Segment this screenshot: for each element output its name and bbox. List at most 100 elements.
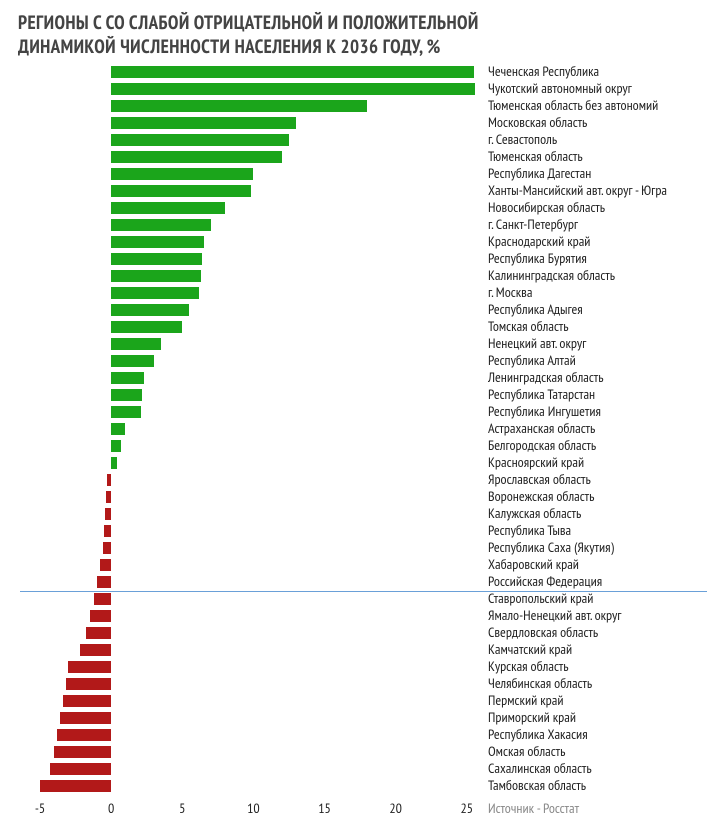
bar — [111, 202, 225, 214]
bar — [111, 253, 202, 265]
bar — [111, 321, 182, 333]
bar — [103, 542, 112, 554]
chart-row: г. Москва — [20, 285, 707, 302]
chart-row: Республика Ингушетия — [20, 404, 707, 421]
bar — [60, 712, 111, 724]
chart-row: г. Севастополь — [20, 132, 707, 149]
chart-row: Ненецкий авт. округ — [20, 336, 707, 353]
row-label: Пермский край — [488, 693, 563, 707]
row-label: Ставропольский край — [488, 591, 593, 605]
bar — [111, 440, 121, 452]
chart-row: Пермский край — [20, 693, 707, 710]
bars-area: Чеченская Республика Чукотский автономный… — [20, 64, 707, 799]
chart-row: Хабаровский край — [20, 557, 707, 574]
bar — [111, 338, 161, 350]
bar — [97, 576, 111, 588]
chart-row: Новосибирская область — [20, 200, 707, 217]
bar — [111, 219, 211, 231]
chart-row: Калужская область — [20, 506, 707, 523]
row-label: Свердловская область — [488, 625, 598, 639]
title-line-2: ДИНАМИКОЙ ЧИСЛЕННОСТИ НАСЕЛЕНИЯ К 2036 Г… — [18, 35, 441, 59]
chart-row: Астраханская область — [20, 421, 707, 438]
bar — [111, 372, 144, 384]
chart-row: Республика Татарстан — [20, 387, 707, 404]
chart-row: Свердловская область — [20, 625, 707, 642]
bar — [57, 729, 111, 741]
row-label: Ленинградская область — [488, 370, 603, 384]
chart-row: Республика Адыгея — [20, 302, 707, 319]
row-label: г. Москва — [488, 285, 532, 299]
title-line-1: РЕГИОНЫ С СО СЛАБОЙ ОТРИЦАТЕЛЬНОЙ И ПОЛО… — [18, 11, 479, 35]
row-label: г. Санкт-Петербург — [488, 217, 578, 231]
row-label: Ханты-Мансийский авт. округ - Югра — [488, 183, 667, 197]
axis-tick: 20 — [389, 799, 402, 817]
chart-row: Челябинская область — [20, 676, 707, 693]
bar — [111, 117, 296, 129]
axis-tick: 0 — [108, 799, 114, 817]
bar — [106, 491, 111, 503]
chart-row: Республика Саха (Якутия) — [20, 540, 707, 557]
row-label: Красноярский край — [488, 455, 584, 469]
row-label: Чеченская Республика — [488, 64, 599, 78]
bar — [50, 763, 111, 775]
bar — [40, 780, 111, 792]
chart-row: Республика Алтай — [20, 353, 707, 370]
row-label: Ненецкий авт. округ — [488, 336, 586, 350]
bar — [111, 423, 125, 435]
row-label: Камчатский край — [488, 642, 572, 656]
bar — [111, 287, 199, 299]
row-label: Калининградская область — [488, 268, 615, 282]
bar — [111, 406, 141, 418]
bar — [111, 168, 253, 180]
axis-tick: 25 — [460, 799, 473, 817]
axis-tick: 5 — [179, 799, 185, 817]
chart-row: Приморский край — [20, 710, 707, 727]
bar — [111, 134, 289, 146]
source-label: Источник - Росстат — [488, 799, 579, 817]
bar — [100, 559, 111, 571]
axis-tick: -5 — [35, 799, 45, 817]
chart-row: Омская область — [20, 744, 707, 761]
bar — [111, 66, 474, 78]
chart-row: Краснодарский край — [20, 234, 707, 251]
page: РЕГИОНЫ С СО СЛАБОЙ ОТРИЦАТЕЛЬНОЙ И ПОЛО… — [0, 0, 727, 835]
row-label: Хабаровский край — [488, 557, 579, 571]
bar — [111, 389, 142, 401]
row-label: Республика Саха (Якутия) — [488, 540, 614, 554]
row-label: Республика Тыва — [488, 523, 571, 537]
chart-row: г. Санкт-Петербург — [20, 217, 707, 234]
chart-row: Ямало-Ненецкий авт. округ — [20, 608, 707, 625]
chart-plot: Чеченская Республика Чукотский автономный… — [20, 64, 707, 824]
row-label: Московская область — [488, 115, 587, 129]
row-label: Чукотский автономный округ — [488, 81, 632, 95]
row-label: Челябинская область — [488, 676, 592, 690]
bar — [111, 355, 154, 367]
chart-row: Российская Федерация — [20, 574, 707, 591]
bar — [111, 457, 117, 469]
bar — [63, 695, 111, 707]
chart-row: Курская область — [20, 659, 707, 676]
row-label: Приморский край — [488, 710, 576, 724]
chart-row: Тюменская область — [20, 149, 707, 166]
row-label: Республика Хакасия — [488, 727, 588, 741]
axis-tick: 15 — [318, 799, 331, 817]
divider-line — [20, 591, 707, 592]
chart-row: Камчатский край — [20, 642, 707, 659]
row-label: Воронежская область — [488, 489, 594, 503]
row-label: Тюменская область — [488, 149, 583, 163]
bar — [111, 185, 250, 197]
chart-title: РЕГИОНЫ С СО СЛАБОЙ ОТРИЦАТЕЛЬНОЙ И ПОЛО… — [18, 12, 709, 60]
chart-row: Белгородская область — [20, 438, 707, 455]
row-label: Республика Дагестан — [488, 166, 591, 180]
row-label: Астраханская область — [488, 421, 595, 435]
chart-row: Тюменская область без автономий — [20, 98, 707, 115]
bar — [66, 678, 112, 690]
chart-row: Ленинградская область — [20, 370, 707, 387]
chart-row: Республика Хакасия — [20, 727, 707, 744]
chart-row: Ярославская область — [20, 472, 707, 489]
bar — [107, 474, 111, 486]
bar — [104, 525, 111, 537]
row-label: Республика Татарстан — [488, 387, 595, 401]
x-axis: Источник - Росстат -50510152025 — [20, 799, 707, 825]
row-label: Российская Федерация — [488, 574, 602, 588]
